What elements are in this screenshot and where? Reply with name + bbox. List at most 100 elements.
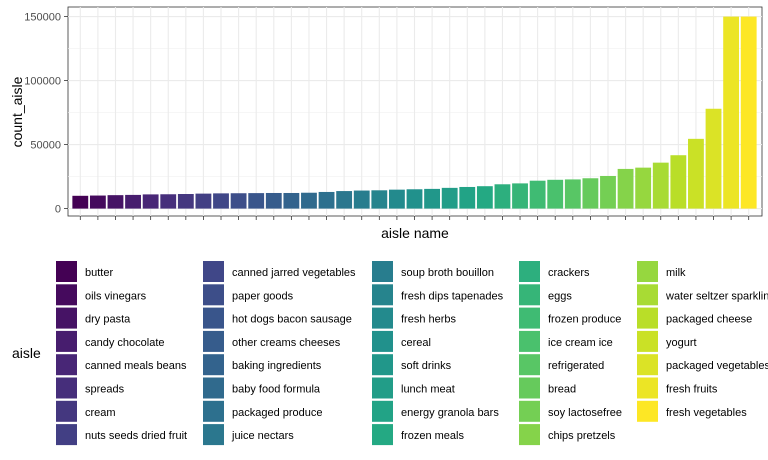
legend-entry-label: canned jarred vegetables (232, 267, 356, 279)
bar-cream (177, 194, 194, 209)
legend-swatch (203, 307, 224, 329)
bar-milk (635, 167, 652, 209)
legend-swatch (519, 354, 540, 376)
bar-yogurt (688, 138, 704, 209)
legend-swatch (519, 330, 540, 352)
bar-fresh-vegetables (740, 16, 757, 209)
legend-entry-label: oils vinegars (85, 290, 147, 302)
legend-swatch (56, 400, 77, 422)
legend-entry-label: ice cream ice (548, 337, 613, 349)
bar-dry-pasta (107, 195, 124, 209)
legend-swatch (637, 330, 658, 352)
bar-spreads (160, 194, 177, 209)
legend-entry-label: spreads (85, 384, 125, 396)
legend-swatch (56, 354, 77, 376)
bar-bread (582, 178, 599, 209)
bar-fresh-dips-tapenades (371, 190, 388, 209)
bar-energy-granola-bars (459, 186, 476, 209)
y-tick-label: 0 (55, 204, 61, 216)
bar-ice-cream-ice (547, 179, 564, 209)
bar-fresh-fruits (723, 16, 740, 209)
legend-entry-label: juice nectars (231, 430, 294, 442)
legend-swatch (372, 354, 393, 376)
bar-eggs (512, 183, 528, 209)
bar-frozen-produce (529, 180, 546, 209)
bar-baby-food-formula (301, 192, 317, 209)
legend-entry-label: lunch meat (401, 384, 455, 396)
legend-entry-label: packaged produce (232, 407, 323, 419)
legend-entry-label: packaged vegetables fruits (666, 360, 768, 372)
legend-swatch (56, 424, 77, 446)
legend-swatch (519, 377, 540, 399)
bar-cereal (406, 189, 423, 209)
legend-swatch (203, 354, 224, 376)
legend-entry-label: cream (85, 407, 116, 419)
legend-swatch (637, 377, 658, 399)
legend-entry-label: refrigerated (548, 360, 604, 372)
bar-soup-broth-bouillon (353, 190, 370, 209)
legend-entry-label: hot dogs bacon sausage (232, 314, 352, 326)
legend-swatch (203, 284, 224, 306)
legend-swatch (637, 354, 658, 376)
legend-swatch (519, 261, 540, 282)
legend-swatch (203, 261, 224, 282)
legend-swatch (372, 400, 393, 422)
legend-swatch (637, 261, 658, 282)
legend-entry-label: frozen meals (401, 430, 464, 442)
bar-oils-vinegars (89, 195, 106, 209)
legend-swatch (372, 377, 393, 399)
bars (72, 16, 757, 209)
bar-water-seltzer-sparkling-water (652, 162, 669, 209)
legend-swatch (203, 330, 224, 352)
legend-swatch (519, 284, 540, 306)
legend-swatch (519, 307, 540, 329)
legend-entry-label: bread (548, 384, 576, 396)
bar-butter (72, 195, 89, 209)
legend-entry-label: paper goods (232, 290, 294, 302)
bar-juice-nectars (336, 191, 353, 209)
legend-entry-label: soup broth bouillon (401, 267, 494, 279)
legend-entry-label: candy chocolate (85, 337, 165, 349)
bar-paper-goods (230, 193, 247, 209)
legend-swatch (56, 307, 77, 329)
legend-swatch (519, 424, 540, 446)
legend-entry-label: fresh dips tapenades (401, 290, 504, 302)
y-tick-label: 150000 (24, 12, 61, 24)
bar-chips-pretzels (617, 168, 634, 209)
bar-hot-dogs-bacon-sausage (248, 193, 265, 209)
legend-title: aisle (12, 345, 41, 361)
legend-swatch (203, 400, 224, 422)
bar-candy-chocolate (125, 194, 141, 209)
bar-canned-jarred-vegetables (213, 193, 229, 209)
legend-swatch (519, 400, 540, 422)
bar-packaged-vegetables-fruits (705, 108, 722, 209)
bar-nuts-seeds-dried-fruit (195, 193, 212, 209)
legend-entry-label: crackers (548, 267, 590, 279)
bar-fresh-herbs (388, 189, 405, 209)
bar-canned-meals-beans (142, 194, 159, 209)
legend-entry-label: soy lactosefree (548, 407, 622, 419)
y-tick-label: 50000 (30, 140, 61, 152)
legend-entry-label: other creams cheeses (232, 337, 341, 349)
y-axis-title: count_aisle (9, 76, 25, 147)
bar-lunch-meat (441, 187, 458, 209)
legend-entry-label: dry pasta (85, 314, 131, 326)
legend-entry-label: nuts seeds dried fruit (85, 430, 187, 442)
legend-entry-label: butter (85, 267, 113, 279)
legend-swatch (203, 377, 224, 399)
bar-frozen-meals (476, 186, 493, 209)
legend-entry-label: water seltzer sparkling water (665, 290, 768, 302)
legend-entry-label: fresh herbs (401, 314, 457, 326)
bar-packaged-cheese (670, 155, 687, 209)
bar-crackers (494, 184, 511, 209)
legend-swatch (372, 284, 393, 306)
legend-swatch (637, 307, 658, 329)
legend-swatch (56, 377, 77, 399)
legend-entry-label: packaged cheese (666, 314, 752, 326)
legend-swatch (372, 307, 393, 329)
legend-entry-label: soft drinks (401, 360, 452, 372)
legend-entry-label: fresh fruits (666, 384, 718, 396)
legend-entry-label: frozen produce (548, 314, 621, 326)
x-axis-title: aisle name (381, 225, 449, 241)
legend-swatch (372, 330, 393, 352)
